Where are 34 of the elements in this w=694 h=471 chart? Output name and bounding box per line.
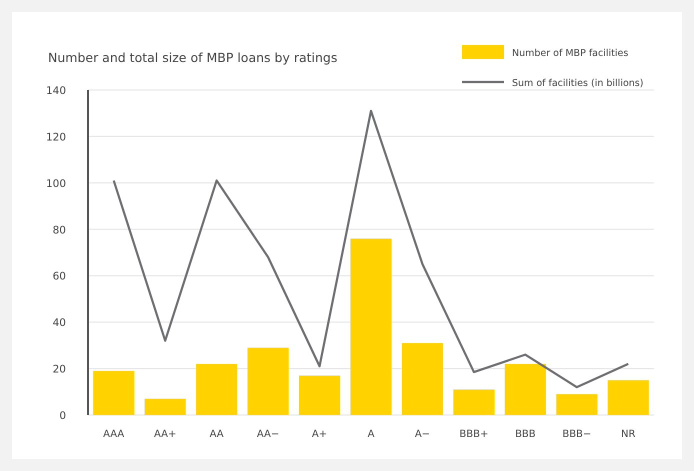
x-tick-label: A−	[414, 429, 430, 440]
y-tick-label: 140	[46, 85, 66, 97]
line-series	[112, 110, 630, 388]
x-tick-label: BBB−	[562, 429, 592, 440]
x-tick-label: A	[368, 429, 375, 440]
bar	[93, 370, 134, 415]
bar	[298, 376, 340, 415]
y-tick-label: 40	[52, 317, 66, 330]
bar	[248, 348, 289, 415]
chart-title: Number and total size of MBP loans by ratings	[48, 50, 338, 65]
x-tick-label: BBB	[515, 429, 536, 440]
x-tick-label: AA	[210, 429, 224, 440]
y-tick-label: 100	[46, 178, 66, 190]
bar	[144, 398, 186, 415]
y-tick-label: 80	[52, 224, 66, 236]
x-tick-label: AA+	[154, 429, 176, 440]
y-tick-label: 120	[46, 131, 66, 144]
x-tick-label: BBB+	[459, 429, 488, 440]
bar	[350, 238, 392, 415]
y-tick-label: 0	[59, 410, 66, 422]
bar	[608, 380, 649, 415]
x-tick-label: AA−	[256, 429, 280, 440]
x-tick-label: AAA	[103, 429, 124, 440]
y-tick-label: 20	[52, 364, 66, 376]
bar	[556, 394, 598, 415]
x-tick-label: A+	[312, 429, 328, 440]
legend-label: Sum of facilities (in billions)	[512, 78, 644, 89]
legend-label: Number of MBP facilities	[512, 48, 628, 59]
bar	[402, 343, 444, 415]
bar	[453, 389, 494, 415]
y-tick-label: 60	[52, 270, 66, 283]
bar	[196, 364, 238, 415]
x-tick-label: NR	[621, 429, 636, 440]
bar	[504, 364, 546, 415]
